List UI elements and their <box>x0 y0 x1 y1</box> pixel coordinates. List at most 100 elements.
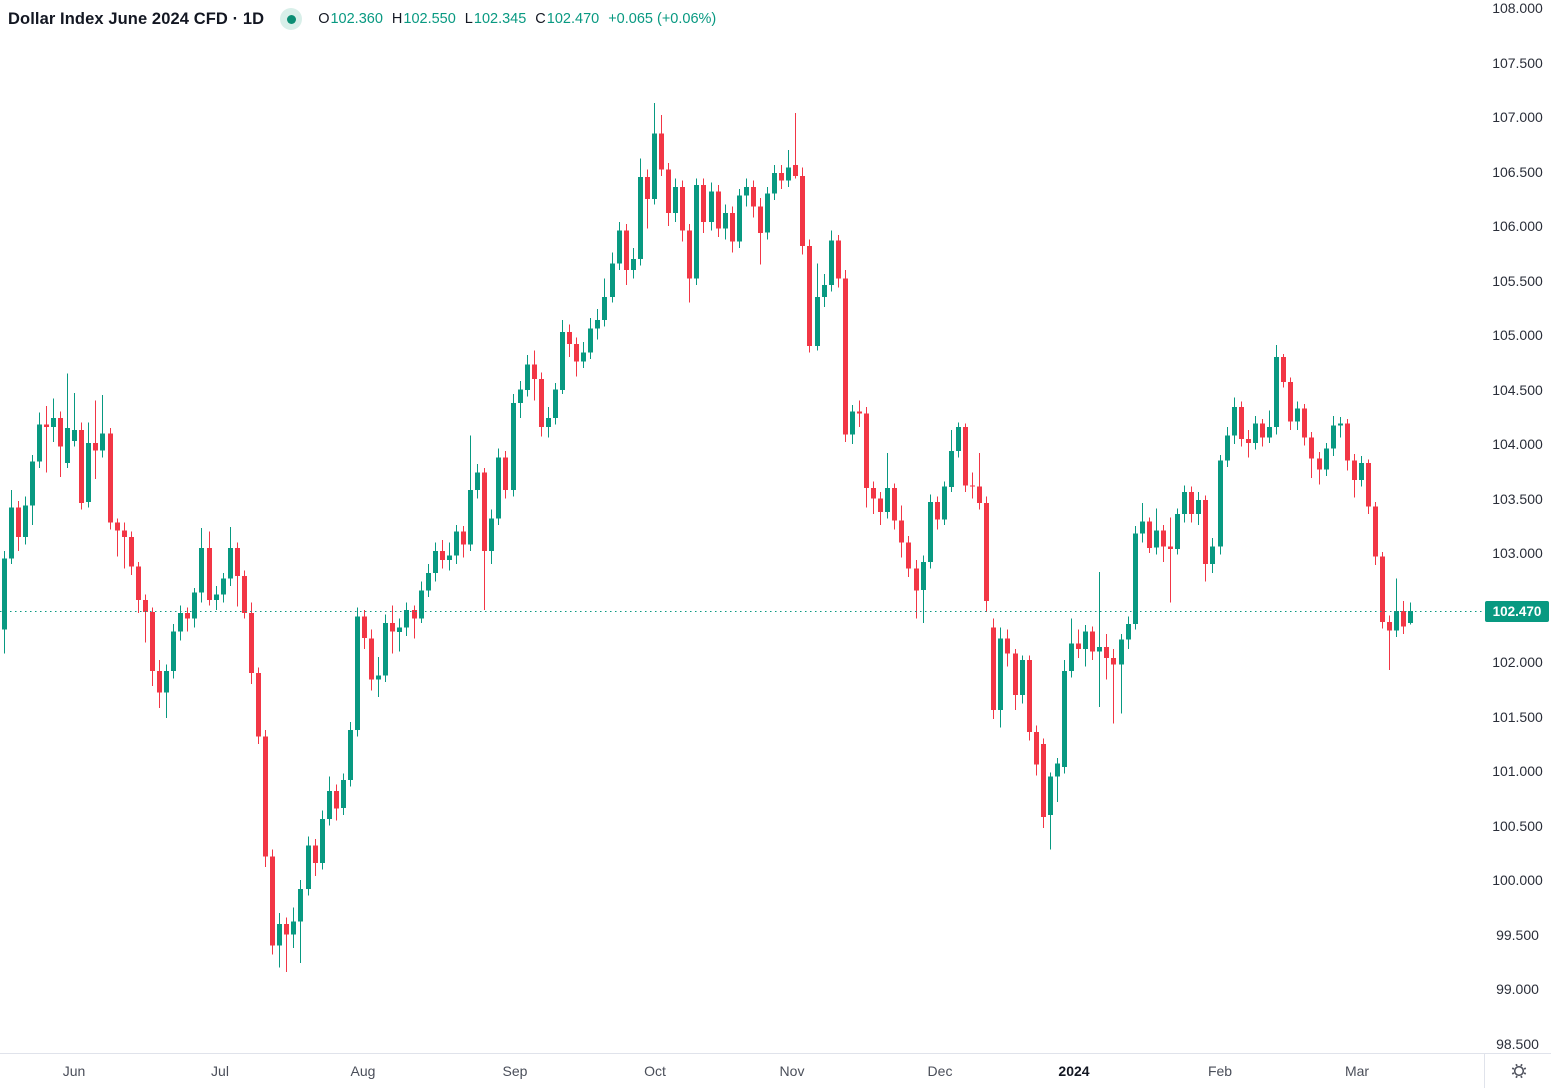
candle <box>2 551 7 654</box>
candle <box>1394 578 1399 638</box>
time-axis-label: Oct <box>644 1063 666 1079</box>
candle <box>58 411 63 477</box>
dot-icon <box>286 14 296 24</box>
price-axis-label: 101.000 <box>1492 763 1543 780</box>
candle <box>1013 649 1018 711</box>
candle <box>730 206 735 253</box>
candle <box>1055 758 1060 802</box>
candle <box>503 450 508 499</box>
time-axis-label: Jul <box>211 1063 229 1079</box>
candle <box>348 722 353 787</box>
time-axis-label: Mar <box>1344 1063 1370 1079</box>
candle <box>320 810 325 870</box>
candle <box>942 481 947 525</box>
candle <box>150 607 155 687</box>
candle <box>1302 403 1307 446</box>
candle <box>129 531 134 575</box>
candle <box>404 602 409 637</box>
price-axis-label: 106.500 <box>1492 163 1543 180</box>
candle <box>723 204 728 240</box>
candle <box>906 535 911 578</box>
candle <box>779 165 784 190</box>
candle <box>560 320 565 395</box>
candle <box>807 239 812 353</box>
candle <box>574 337 579 377</box>
candle <box>567 324 572 357</box>
candle <box>277 912 282 968</box>
candle <box>327 776 332 826</box>
time-axis-label: Aug <box>350 1063 376 1079</box>
last-price-label: 102.470 <box>1485 600 1549 622</box>
candle <box>447 542 452 571</box>
candle <box>122 522 127 569</box>
candle <box>843 269 848 443</box>
price-axis-label: 99.500 <box>1496 926 1539 943</box>
candle <box>306 836 311 896</box>
candle <box>185 607 190 632</box>
gear-icon[interactable] <box>1510 1062 1528 1080</box>
candle <box>998 627 1003 728</box>
candle <box>221 572 226 603</box>
candle <box>602 278 607 327</box>
candle <box>878 492 883 525</box>
high-label: H <box>391 11 403 27</box>
price-axis[interactable]: 102.470 108.000 107.500 107.000 106.500 106.… <box>1484 0 1551 1053</box>
change-value: +0.065 (+0.06%) <box>608 11 717 27</box>
candle <box>214 585 219 610</box>
price-axis-label: 108.000 <box>1492 0 1543 17</box>
candle <box>1210 538 1215 573</box>
close-value: 102.470 <box>546 11 600 27</box>
candle <box>1338 417 1343 438</box>
candle <box>518 381 523 419</box>
candle <box>334 784 339 821</box>
candle <box>532 350 537 401</box>
candle <box>914 559 919 619</box>
candle <box>341 773 346 815</box>
candle <box>291 907 296 948</box>
candle <box>786 149 791 187</box>
candle <box>1005 629 1010 667</box>
low-label: L <box>464 11 473 27</box>
candle <box>1281 353 1286 388</box>
price-axis-label: 103.000 <box>1492 545 1543 562</box>
candle <box>1154 508 1159 555</box>
price-axis-label: 103.500 <box>1492 490 1543 507</box>
candle <box>461 526 466 558</box>
candle <box>362 609 367 650</box>
candle <box>1274 345 1279 435</box>
candle <box>595 309 600 340</box>
candle <box>546 407 551 438</box>
candle <box>136 561 141 614</box>
candle <box>383 614 388 682</box>
candle <box>680 180 685 242</box>
candle <box>1168 517 1173 603</box>
candle <box>9 490 14 565</box>
candle <box>1232 397 1237 445</box>
candle <box>511 394 516 497</box>
candle <box>433 542 438 582</box>
candlestick-chart[interactable] <box>0 0 1551 1053</box>
candle <box>610 252 615 303</box>
symbol-title[interactable]: Dollar Index June 2024 CFD · 1D <box>8 9 265 28</box>
candle <box>51 398 56 443</box>
candle <box>143 594 148 643</box>
candle <box>617 221 622 270</box>
candle <box>1020 655 1025 704</box>
candle <box>72 393 77 447</box>
candle <box>1083 625 1088 667</box>
candle <box>355 607 360 737</box>
candle <box>815 263 820 351</box>
candle <box>850 405 855 445</box>
candle <box>65 373 70 469</box>
open-value: 102.360 <box>330 11 383 27</box>
candle <box>256 667 261 744</box>
candle <box>991 618 996 719</box>
candle <box>694 178 699 286</box>
candle <box>829 230 834 292</box>
time-axis[interactable]: Jun Jul Aug Sep Oct Nov Dec 2024 Feb Mar <box>0 1053 1484 1088</box>
candle <box>963 423 968 493</box>
candle <box>44 406 49 473</box>
candle <box>199 528 204 603</box>
candle <box>588 317 593 360</box>
